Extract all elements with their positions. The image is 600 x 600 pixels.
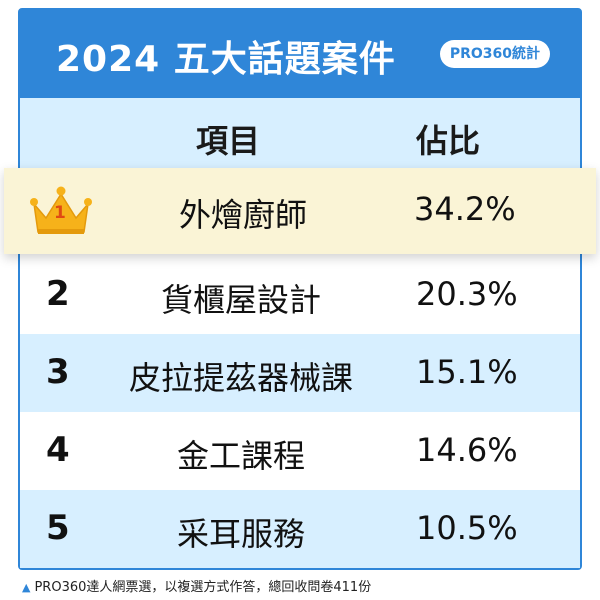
column-header-share: 佔比 <box>416 122 481 160</box>
footnote-text: PRO360達人網票選，以複選方式作答，總回收問卷411份 <box>34 580 372 595</box>
triangle-up-icon: ▲ <box>22 581 31 594</box>
item-name: 外燴廚師 <box>178 196 307 234</box>
source-badge: PRO360統計 <box>439 40 550 68</box>
table-row: 4 金工課程 14.6% <box>20 412 580 490</box>
item-share: 14.6% <box>416 431 518 469</box>
rank-number: 2 <box>46 274 70 314</box>
item-share: 20.3% <box>416 275 518 313</box>
rank-number: 4 <box>46 430 70 470</box>
footnote: ▲ PRO360達人網票選，以複選方式作答，總回收問卷411份 <box>22 576 371 595</box>
header: 2024 五大話題案件 PRO360統計 <box>20 10 580 98</box>
crown-icon <box>30 186 92 234</box>
item-name: 貨櫃屋設計 <box>160 281 321 319</box>
item-share: 15.1% <box>416 353 518 391</box>
item-name: 金工課程 <box>176 437 305 475</box>
table-row-top: 1 外燴廚師 34.2% <box>4 168 596 254</box>
column-header-item: 項目 <box>196 122 261 160</box>
rank-number: 5 <box>46 508 70 548</box>
item-name: 皮拉提茲器械課 <box>128 359 353 397</box>
table-header: 項目 佔比 <box>20 98 580 178</box>
item-name: 采耳服務 <box>176 515 305 553</box>
table-row: 5 采耳服務 10.5% <box>20 490 580 568</box>
table-row: 2 貨櫃屋設計 20.3% <box>20 256 580 334</box>
item-share: 10.5% <box>416 509 518 547</box>
rank-number: 3 <box>46 352 70 392</box>
item-share: 34.2% <box>414 190 516 228</box>
ranking-card: 2024 五大話題案件 PRO360統計 項目 佔比 2 貨櫃屋設計 20.3%… <box>18 8 582 570</box>
page-title: 2024 五大話題案件 <box>56 39 396 80</box>
table-row: 3 皮拉提茲器械課 15.1% <box>20 334 580 412</box>
rank-number: 1 <box>54 203 66 223</box>
